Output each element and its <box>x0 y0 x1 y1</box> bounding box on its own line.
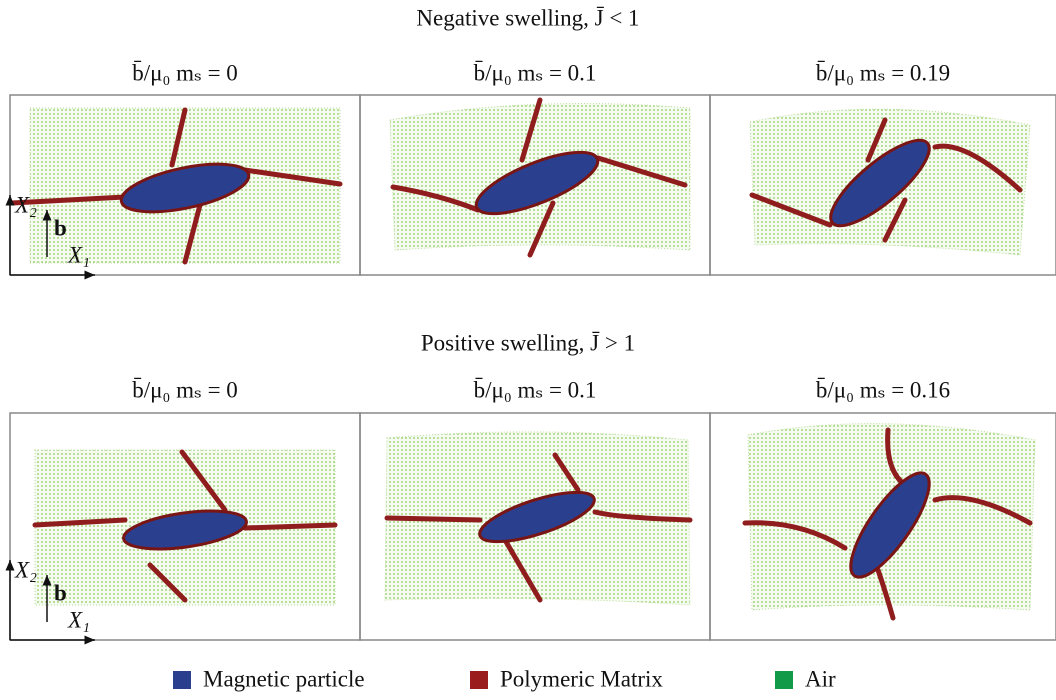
row-title: Negative swelling, J̄ < 1 <box>416 5 639 30</box>
magnetic-particle <box>849 471 931 579</box>
magnetic-particle <box>119 162 251 214</box>
polymer-chain <box>147 562 188 603</box>
legend-item: Air <box>775 666 836 691</box>
polymer-chain <box>882 197 908 243</box>
panel: b̄/μ₀ mₛ = 0.1 <box>359 60 711 276</box>
panel-label: b̄/μ₀ mₛ = 0.16 <box>816 377 950 402</box>
panel: b̄/μ₀ mₛ = 0 <box>9 377 361 641</box>
polymer-chain <box>179 449 228 513</box>
legend-label: Polymeric Matrix <box>500 666 663 691</box>
axis-label: X₂ <box>14 192 37 217</box>
legend-item: Magnetic particle <box>173 666 365 691</box>
axis-label: X₁ <box>67 242 90 267</box>
polymer-chain <box>552 452 581 493</box>
polymer-chain <box>932 495 1033 526</box>
polymer-chain <box>932 143 1023 193</box>
polymer-chain <box>875 567 896 621</box>
legend-swatch <box>173 671 191 689</box>
row-title: Positive swelling, J̄ > 1 <box>421 330 635 355</box>
panel-label: b̄/μ₀ mₛ = 0 <box>132 377 238 402</box>
polymer-chain <box>749 192 833 228</box>
polymer-chain <box>502 537 543 603</box>
polymer-chain <box>742 520 848 551</box>
polymer-chain <box>527 200 556 258</box>
polymer-chain <box>9 194 128 206</box>
panel-label: b̄/μ₀ mₛ = 0 <box>132 60 238 85</box>
polymer-chain <box>390 184 481 213</box>
polymer-chain <box>169 107 188 168</box>
panel-label: b̄/μ₀ mₛ = 0.19 <box>816 60 950 85</box>
magnetic-particle <box>829 138 931 228</box>
polymer-chain <box>182 202 203 265</box>
magnetic-particle <box>478 490 596 544</box>
field-label: b <box>54 215 67 240</box>
legend-label: Magnetic particle <box>203 666 365 691</box>
polymer-chain <box>595 155 688 188</box>
panel-frame <box>709 94 1056 276</box>
panels: Negative swelling, J̄ < 1 b̄/μ₀ mₛ = 0 b̄/… <box>5 5 1056 691</box>
polymer-chain <box>32 517 128 528</box>
legend-swatch <box>470 671 488 689</box>
legend-swatch <box>775 671 793 689</box>
panel: b̄/μ₀ mₛ = 0.1 <box>359 377 711 641</box>
panel: b̄/μ₀ mₛ = 0 <box>9 60 361 276</box>
polymer-chain <box>384 515 483 523</box>
polymer-chain <box>592 509 693 523</box>
polymer-chain <box>519 97 543 163</box>
panel-frame <box>709 412 1056 641</box>
panel: b̄/μ₀ mₛ = 0.16 <box>709 377 1056 641</box>
polymer-chain <box>242 522 338 531</box>
legend-item: Polymeric Matrix <box>470 666 663 691</box>
polymer-chain <box>242 167 343 187</box>
axis-label: X₁ <box>67 607 90 632</box>
magnetic-particle <box>122 509 248 551</box>
panel: b̄/μ₀ mₛ = 0.19 <box>709 60 1056 276</box>
axis-label: X₂ <box>14 557 37 582</box>
polymer-chain <box>865 117 888 163</box>
magnetic-particle <box>474 150 600 216</box>
panel-label: b̄/μ₀ mₛ = 0.1 <box>474 377 597 402</box>
panel-label: b̄/μ₀ mₛ = 0.1 <box>474 60 597 85</box>
field-label: b <box>54 580 67 605</box>
legend-label: Air <box>805 666 836 691</box>
